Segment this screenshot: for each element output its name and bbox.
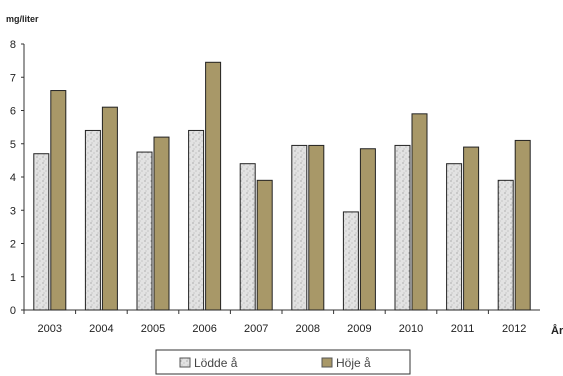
y-tick-label: 7 <box>10 72 16 84</box>
bar-hoje <box>308 144 325 311</box>
legend-label: Höje å <box>336 356 371 370</box>
y-tick-label: 1 <box>10 272 16 284</box>
bar-lodde <box>188 129 205 311</box>
bar-lodde <box>84 129 101 311</box>
bar-hoje <box>463 146 480 311</box>
y-tick-label: 0 <box>10 305 16 317</box>
y-tick-label: 6 <box>10 106 16 118</box>
x-tick-label: 2008 <box>296 323 320 335</box>
x-tick-label: 2011 <box>451 323 475 335</box>
x-tick-label: 2004 <box>89 323 113 335</box>
y-tick-label: 8 <box>10 39 16 51</box>
legend-label: Lödde å <box>194 356 238 370</box>
x-tick-label: 2006 <box>192 323 216 335</box>
bar-hoje <box>205 61 222 311</box>
bar-lodde <box>291 144 308 311</box>
legend-swatch <box>179 357 191 368</box>
bar-hoje <box>359 148 376 311</box>
x-tick-label: 2003 <box>38 323 62 335</box>
bar-lodde <box>446 163 463 311</box>
x-tick-label: 2012 <box>502 323 526 335</box>
bar-lodde <box>394 144 411 311</box>
x-tick-label: 2007 <box>244 323 268 335</box>
legend-box <box>155 349 411 375</box>
x-tick-label: 2010 <box>399 323 423 335</box>
x-tick-label: 2009 <box>347 323 371 335</box>
y-tick-label: 5 <box>10 139 16 151</box>
bar-hoje <box>411 113 428 311</box>
legend-swatch <box>321 357 333 368</box>
bar-hoje <box>256 179 273 311</box>
y-tick-label: 2 <box>10 239 16 251</box>
bar-lodde <box>342 211 359 311</box>
bar-hoje <box>101 106 118 311</box>
bar-lodde <box>497 179 514 311</box>
bar-hoje <box>50 90 67 311</box>
bar-hoje <box>153 136 170 311</box>
y-axis-label: mg/liter <box>6 14 39 24</box>
bar-hoje <box>514 139 531 311</box>
bar-lodde <box>136 151 153 311</box>
bar-lodde <box>239 163 256 311</box>
bar-lodde <box>33 153 50 311</box>
x-axis-label: År <box>551 324 563 337</box>
y-tick-label: 3 <box>10 205 16 217</box>
x-tick-label: 2005 <box>141 323 165 335</box>
y-tick-label: 4 <box>10 172 16 184</box>
